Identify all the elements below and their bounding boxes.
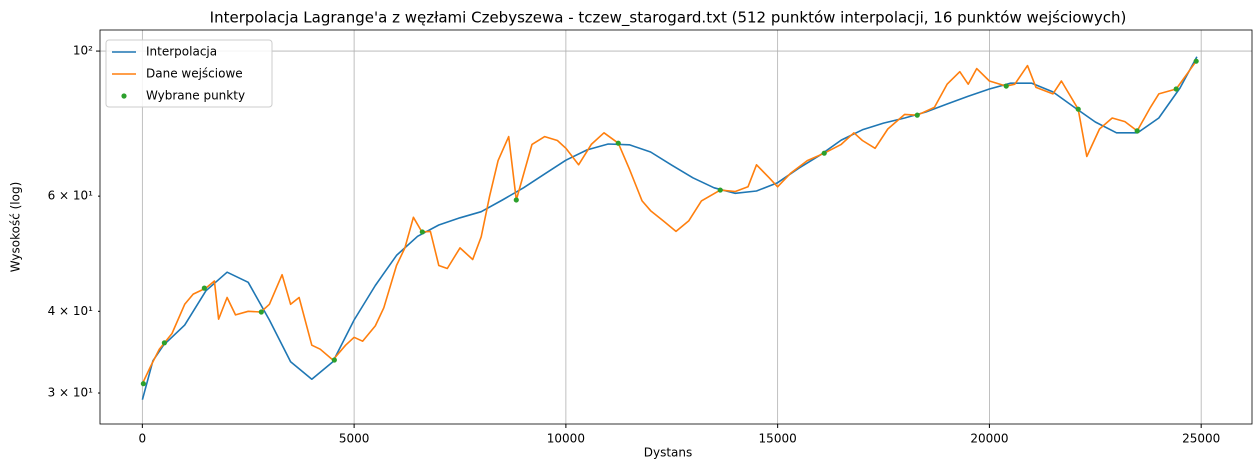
data-point — [717, 187, 723, 193]
data-point — [140, 381, 146, 387]
x-tick-label: 25000 — [1182, 432, 1220, 446]
legend-marker — [121, 93, 127, 99]
y-tick-label: 6 × 10¹ — [48, 189, 94, 203]
x-tick-label: 5000 — [339, 432, 370, 446]
data-point — [161, 340, 167, 346]
data-point — [821, 150, 827, 156]
x-tick-label: 20000 — [970, 432, 1008, 446]
x-axis-label: Dystans — [644, 446, 693, 460]
data-point — [201, 285, 207, 291]
x-tick-label: 0 — [139, 432, 147, 446]
chart-title: Interpolacja Lagrange'a z węzłami Czebys… — [210, 9, 1127, 28]
data-point — [419, 229, 425, 235]
data-point — [914, 112, 920, 118]
y-tick-label: 4 × 10¹ — [48, 304, 94, 318]
y-tick-label: 10² — [73, 44, 93, 58]
legend-label: Dane wejściowe — [146, 67, 243, 81]
x-tick-label: 15000 — [759, 432, 797, 446]
data-point — [1193, 58, 1199, 64]
legend-label: Wybrane punkty — [146, 89, 245, 103]
y-axis-label: Wysokość (log) — [9, 182, 23, 273]
data-point — [1075, 106, 1081, 112]
data-line — [141, 60, 1197, 385]
legend-box — [105, 39, 273, 108]
y-tick-label: 3 × 10¹ — [48, 386, 94, 400]
x-tick-label: 10000 — [547, 432, 585, 446]
data-point — [615, 140, 621, 146]
data-point — [513, 197, 519, 203]
legend-label: Interpolacja — [146, 45, 217, 59]
data-point — [1003, 83, 1009, 89]
data-point — [331, 357, 337, 363]
data-point — [1134, 128, 1140, 134]
data-point — [258, 309, 264, 315]
data-line — [141, 56, 1198, 400]
data-point — [1173, 86, 1179, 92]
plot-frame — [99, 29, 1253, 425]
